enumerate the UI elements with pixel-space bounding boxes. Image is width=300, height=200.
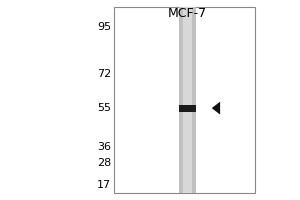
Bar [179,105,196,112]
Text: 55: 55 [97,103,111,113]
Bar [182,7,192,193]
Text: MCF-7: MCF-7 [168,7,207,20]
Bar [179,7,196,193]
Polygon shape [212,102,220,115]
Text: 17: 17 [97,180,111,190]
Bar [114,7,254,193]
Text: 28: 28 [97,158,111,168]
Text: 95: 95 [97,22,111,32]
Text: 36: 36 [97,142,111,152]
Text: 72: 72 [97,69,111,79]
